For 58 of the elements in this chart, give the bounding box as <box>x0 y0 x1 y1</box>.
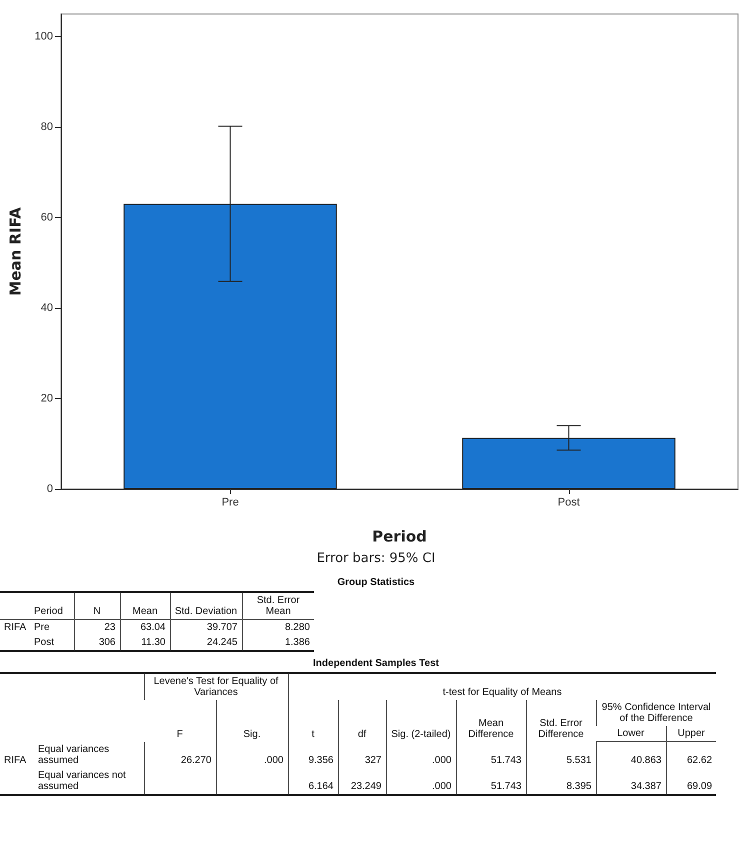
text: 95% Confidence Interval of the Difference <box>596 700 716 726</box>
text: 39.707 <box>170 620 242 635</box>
text: Sig. (2-tailed) <box>386 700 456 742</box>
y-tick-label: 20 <box>40 392 53 405</box>
text: 63.04 <box>120 620 170 635</box>
x-axis-title: Period <box>372 528 427 546</box>
text: df <box>338 700 386 742</box>
text: 26.270 <box>144 742 216 768</box>
text: Post <box>30 635 74 651</box>
text: t <box>288 700 338 742</box>
text: Equal variances not assumed <box>34 768 144 794</box>
text: 51.743 <box>456 768 526 794</box>
text: 8.280 <box>242 620 314 635</box>
y-tick-label: 40 <box>40 302 53 314</box>
text: Std. Deviation <box>170 592 242 620</box>
text: .000 <box>386 768 456 794</box>
text: Lower <box>596 726 666 742</box>
text: 5.531 <box>526 742 596 768</box>
text: 24.245 <box>170 635 242 651</box>
y-tick-label: 0 <box>46 483 53 495</box>
text: Mean <box>120 592 170 620</box>
text: 40.863 <box>596 742 666 768</box>
y-tick-label: 60 <box>40 212 53 224</box>
text: Pre <box>33 621 51 635</box>
text: 23.249 <box>338 768 386 794</box>
text: Levene's Test for Equality of Variances <box>144 673 288 700</box>
text: RIFA <box>3 754 28 768</box>
text: Upper <box>666 726 716 742</box>
text: Mean Difference <box>456 700 526 742</box>
text: 51.743 <box>456 742 526 768</box>
text: N <box>74 592 120 620</box>
y-tick-label: 100 <box>34 30 53 43</box>
text: 1.386 <box>242 635 314 651</box>
text: Sig. <box>216 700 288 742</box>
text: Std. Error Difference <box>526 700 596 742</box>
text: Period <box>30 592 74 620</box>
text: Error bars: 95% CI <box>316 551 436 566</box>
text: 34.387 <box>596 768 666 794</box>
text: 62.62 <box>666 742 716 768</box>
text: Group Statistics <box>336 577 416 588</box>
text: 306 <box>74 635 120 651</box>
text: Equal variances assumed <box>37 742 110 768</box>
text: .000 <box>386 742 456 768</box>
text: 8.395 <box>526 768 596 794</box>
text: F <box>176 728 184 742</box>
y-tick-label: 80 <box>40 121 53 134</box>
text: Independent Samples Test <box>312 658 440 669</box>
y-axis-title: Mean RIFA <box>6 206 24 296</box>
text: 327 <box>338 742 386 768</box>
text: 11.30 <box>120 635 170 651</box>
text: RIFA <box>3 621 28 635</box>
text: .000 <box>216 742 288 768</box>
text: 23 <box>74 620 120 635</box>
text: 6.164 <box>288 768 338 794</box>
text: 69.09 <box>666 768 716 794</box>
text: 9.356 <box>288 742 338 768</box>
text: Std. Error Mean <box>242 592 314 620</box>
text: t-test for Equality of Means <box>288 673 716 700</box>
